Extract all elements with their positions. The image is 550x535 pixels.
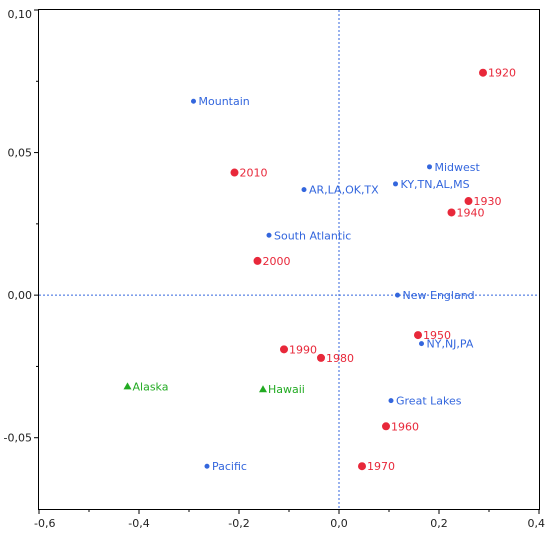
point-marker: [280, 345, 288, 354]
point-label: 2010: [240, 167, 268, 180]
x-tick-label: 0,0: [330, 517, 348, 530]
point-label: 1930: [474, 195, 502, 208]
plot-frame: [38, 9, 540, 510]
point-marker: [419, 341, 424, 347]
x-tick-label: -0,2: [228, 517, 249, 530]
point-label: 1950: [423, 329, 451, 342]
point-marker: [191, 98, 196, 104]
point-label: AR,LA,OK,TX: [309, 184, 379, 197]
y-tick-label: -0,05: [4, 432, 32, 445]
point-label: 1940: [457, 206, 485, 219]
x-tick-label: -0,4: [128, 517, 149, 530]
point-marker: [447, 208, 456, 217]
point-label: 1980: [326, 352, 354, 365]
point-label: 1920: [488, 67, 516, 80]
point-marker: [414, 331, 422, 340]
point-label: Hawaii: [268, 383, 305, 396]
point-marker: [301, 187, 307, 193]
x-tick-label: 0,4: [528, 517, 546, 530]
point-label: KY,TN,AL,MS: [401, 178, 470, 191]
point-marker: [317, 353, 325, 362]
y-tick-label: 0,10: [8, 8, 33, 21]
point-label: New England: [403, 289, 475, 302]
point-marker: [204, 463, 210, 469]
point-label: 2000: [263, 255, 291, 268]
point-marker: [388, 398, 394, 404]
x-tick-label: 0,2: [430, 517, 448, 530]
y-tick-label: 0,00: [8, 289, 33, 302]
point-label: 1990: [289, 343, 317, 356]
point-label: NY,NJ,PA: [427, 338, 474, 351]
point-marker: [358, 462, 366, 471]
point-marker: [464, 197, 473, 206]
point-marker: [479, 68, 487, 77]
data-points: Mountain Midwest AR,LA,OK,TX KY,TN,AL,MS Sou…: [123, 67, 516, 473]
point-label: 1970: [367, 460, 395, 473]
point-marker: [393, 181, 398, 187]
point-marker: [230, 168, 239, 177]
x-tick-label: -0,6: [34, 517, 55, 530]
point-label: South Atlantic: [274, 229, 351, 242]
point-label: Mountain: [199, 95, 250, 108]
point-label: 1960: [391, 420, 419, 433]
axis-ticks: -0,6 -0,4 -0,2 0,0 0,2 0,4 -0,05 0,00 0,05 0,10: [4, 8, 545, 530]
point-marker: [427, 164, 432, 170]
point-marker: [395, 292, 400, 298]
point-marker: [253, 256, 262, 265]
point-label: Alaska: [133, 380, 169, 393]
point-marker: [266, 232, 272, 238]
point-label: Midwest: [435, 161, 481, 174]
point-label: Great Lakes: [396, 395, 462, 408]
point-marker: [123, 382, 132, 390]
reference-lines: [39, 10, 539, 509]
point-marker: [382, 422, 390, 431]
point-label: Pacific: [212, 460, 247, 473]
point-marker: [259, 385, 267, 393]
y-tick-label: 0,05: [8, 147, 33, 160]
